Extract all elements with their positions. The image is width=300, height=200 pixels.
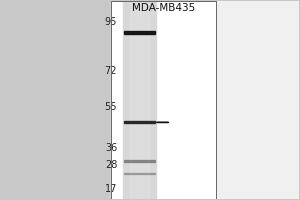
Text: 36: 36	[105, 143, 117, 153]
Bar	[124, 160, 155, 162]
Text: 95: 95	[105, 17, 117, 27]
Text: 28: 28	[105, 160, 117, 170]
Bar	[124, 31, 155, 34]
Bar	[1, 1, 111, 199]
Bar	[130, 1, 149, 199]
Text: 17: 17	[105, 184, 117, 194]
Bar	[111, 1, 216, 199]
Bar	[124, 173, 155, 174]
Text: MDA-MB435: MDA-MB435	[132, 3, 195, 13]
Bar	[123, 1, 156, 199]
Bar	[111, 1, 216, 199]
Bar	[124, 121, 155, 123]
Text: 55: 55	[105, 102, 117, 112]
Bar	[216, 1, 299, 199]
Text: 72: 72	[105, 66, 117, 76]
